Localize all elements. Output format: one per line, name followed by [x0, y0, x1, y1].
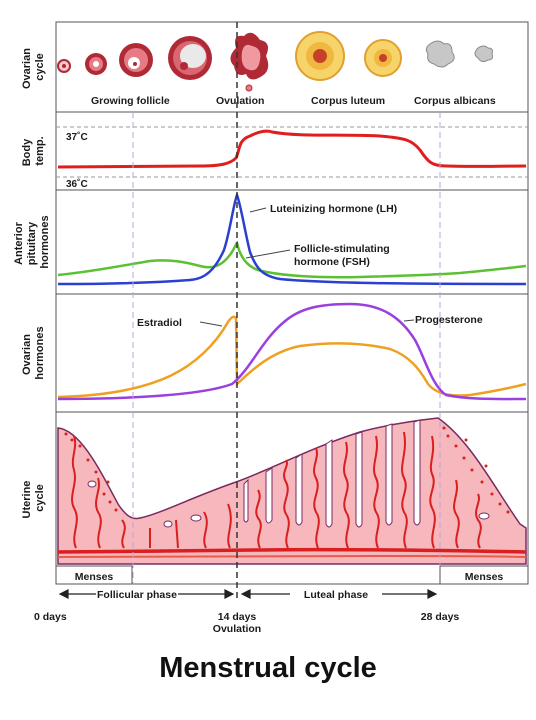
follicle-stage-2 [85, 53, 107, 75]
corpus-luteum-1 [295, 31, 345, 81]
estradiol-label: Estradiol [137, 317, 182, 329]
progesterone-pointer [403, 319, 415, 322]
fsh-label-2: hormone (FSH) [294, 256, 370, 268]
follicle-stage-4 [168, 36, 212, 80]
stage-ovulation: Ovulation [216, 95, 264, 107]
lh-pointer [249, 207, 267, 213]
pituitary-label-2: pituitary [26, 221, 38, 265]
basal-blood-vessel [57, 547, 527, 554]
progesterone-label: Progesterone [415, 314, 483, 326]
day-14-label: 14 days [218, 611, 257, 623]
svg-text:Ovarian cycle: Ovarian cycle [21, 45, 46, 89]
follicle-stage-1 [57, 59, 71, 73]
phase-guides [132, 22, 441, 598]
lh-label: Luteinizing hormone (LH) [270, 203, 397, 215]
follicle-stage-3 [119, 43, 153, 77]
fsh-label-1: Follicle-stimulating [294, 243, 390, 255]
follicular-phase-arrow [58, 589, 235, 599]
day-28-label: 28 days [421, 611, 460, 623]
uterine-label-2: cycle [34, 484, 46, 512]
corpus-luteum-2 [364, 39, 402, 77]
luteal-phase-arrow [240, 589, 438, 599]
endometrium-tissue [57, 417, 527, 565]
svg-text:Body temp.: Body temp. [21, 136, 46, 167]
luteal-phase-label: Luteal phase [304, 589, 368, 601]
temp-37-label: 37˚C [66, 131, 88, 143]
body-temp-label-2: temp. [34, 136, 46, 165]
day-0-label: 0 days [34, 611, 67, 623]
stage-corpus-albicans: Corpus albicans [414, 95, 496, 107]
svg-text:Anterior pituitary: Anterior pituitary hormones [13, 215, 51, 268]
pituitary-label-1: Anterior [13, 221, 25, 265]
follicular-phase-label: Follicular phase [97, 589, 177, 601]
menses-label-left: Menses [75, 571, 114, 583]
menses-box-right [439, 565, 529, 585]
endometrium-illustration [57, 417, 527, 565]
ovarian-cycle-label-2: cycle [34, 53, 46, 81]
fsh-pointer [245, 249, 291, 259]
ruptured-follicle [230, 32, 269, 92]
svg-text:Ovarian hormones: Ovarian hormones [21, 326, 46, 379]
pituitary-panel [55, 189, 529, 295]
progesterone-curve [57, 302, 527, 401]
body-temp-curve [57, 129, 527, 169]
uterine-label-1: Uterine [21, 481, 33, 519]
corpus-albicans-2 [474, 45, 493, 63]
ovarian-hormones-label-2: hormones [34, 326, 46, 379]
temp-36-label: 36˚C [66, 178, 88, 190]
ovulation-day-label: Ovulation [213, 623, 261, 635]
corpus-albicans-1 [425, 40, 455, 68]
menses-label-right: Menses [465, 571, 504, 583]
ovarian-cycle-label-1: Ovarian [21, 48, 33, 89]
body-temp-panel [55, 111, 529, 191]
menses-box-left [55, 565, 133, 585]
menses-shedding-dots [64, 426, 510, 514]
ovarian-hormones-label-1: Ovarian [21, 334, 33, 375]
estradiol-pointer [199, 321, 223, 327]
row-labels: Ovarian cycle Body temp. Anterior pituit… [13, 45, 51, 519]
spiral-arteries [71, 431, 482, 549]
stage-corpus-luteum: Corpus luteum [311, 95, 385, 107]
pituitary-label-3: hormones [39, 215, 51, 268]
stage-growing-follicle: Growing follicle [91, 95, 170, 107]
svg-text:Uterine cycle: Uterine cycle [21, 478, 46, 519]
gland-lumens [87, 419, 490, 528]
ovarian-hormones-panel [55, 293, 529, 413]
ovarian-follicle-drawings [57, 31, 493, 92]
fsh-curve [57, 240, 527, 279]
lh-curve [57, 191, 527, 286]
body-temp-label-1: Body [21, 138, 33, 166]
figure-title: Menstrual cycle [159, 652, 377, 684]
basal-blood-vessel-2 [57, 555, 527, 558]
